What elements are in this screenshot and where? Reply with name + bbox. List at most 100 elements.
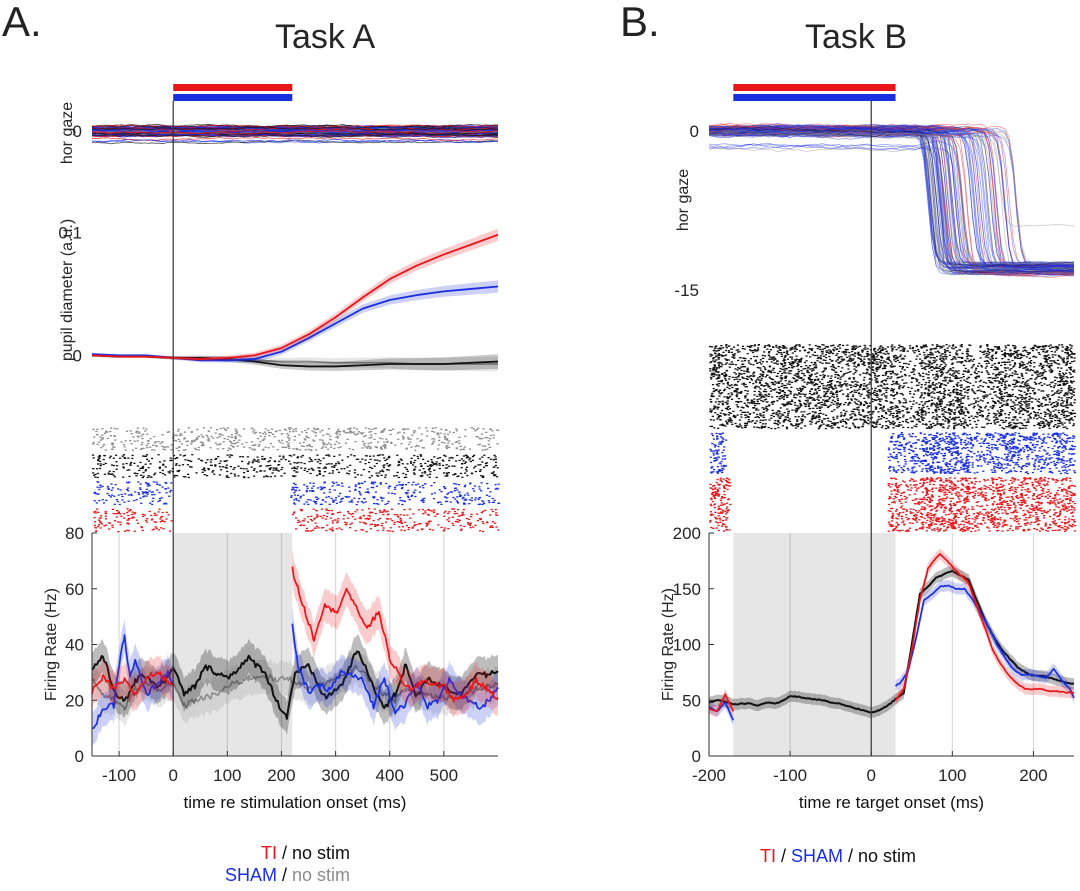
spike (915, 346, 918, 348)
spike (101, 437, 104, 439)
raster (709, 344, 1077, 533)
spike (350, 499, 353, 501)
spike (162, 448, 165, 450)
spike (777, 392, 781, 394)
spike (479, 438, 482, 440)
stim-bar-ti (173, 84, 293, 91)
spike (907, 363, 910, 365)
spike (847, 393, 850, 395)
spike (1036, 405, 1040, 407)
spike (954, 409, 957, 411)
spike (225, 476, 228, 478)
spike (305, 491, 308, 493)
spike (335, 497, 338, 499)
spike (732, 346, 736, 348)
spike (334, 432, 338, 434)
spike (901, 420, 905, 423)
spike (949, 412, 952, 414)
spike (490, 508, 493, 511)
spike (1066, 392, 1069, 395)
gaze-trace (708, 125, 1074, 278)
spike (932, 422, 935, 424)
spike (753, 345, 756, 347)
spike (882, 405, 885, 407)
spike (774, 428, 777, 430)
spike (978, 408, 981, 411)
spike (814, 412, 817, 414)
spike (919, 397, 922, 399)
spike (854, 383, 857, 385)
spike (956, 385, 959, 387)
spike (975, 375, 978, 378)
spike (368, 477, 371, 479)
spike (871, 361, 874, 363)
spike (407, 526, 410, 529)
spike (936, 375, 939, 377)
spike (921, 362, 924, 364)
spike (183, 438, 186, 440)
spike (759, 388, 762, 390)
spike (456, 519, 459, 521)
spike (824, 368, 827, 370)
spike (956, 361, 959, 363)
spike (377, 503, 380, 505)
spike (237, 475, 240, 477)
spike (234, 428, 237, 430)
spike (419, 523, 422, 525)
spike (712, 375, 715, 378)
spike (266, 476, 269, 478)
gaze-trace (708, 124, 1075, 268)
spike (373, 481, 377, 483)
spike (380, 446, 383, 448)
spike (775, 344, 778, 347)
spike (1057, 367, 1060, 369)
spike (863, 419, 866, 421)
spike (909, 347, 912, 349)
spike (127, 457, 130, 459)
gaze-trace (91, 133, 499, 138)
spike (863, 356, 866, 358)
spike (1046, 384, 1049, 386)
spike (1041, 426, 1044, 428)
spike (130, 517, 133, 519)
spike (871, 425, 874, 427)
spike (978, 405, 981, 408)
firing-band-no-stim-ti- (92, 634, 498, 736)
spike (401, 503, 404, 506)
spike (482, 428, 485, 430)
spike (445, 439, 449, 441)
spike (246, 456, 249, 458)
spike (323, 471, 327, 473)
spike (842, 358, 845, 360)
gaze-trace (708, 131, 1075, 276)
spike (299, 495, 302, 498)
spike (805, 397, 809, 399)
spike (803, 381, 806, 383)
spike (898, 344, 901, 346)
spike (805, 360, 808, 362)
spike (209, 447, 212, 449)
spike (841, 375, 844, 377)
spike (337, 428, 340, 431)
spike (179, 454, 182, 456)
spike (383, 464, 386, 466)
spike (221, 434, 224, 436)
spike (876, 375, 879, 377)
spike (109, 455, 112, 457)
gaze-trace (708, 125, 1075, 270)
spike (388, 429, 391, 431)
spike (396, 454, 399, 456)
spike (272, 433, 275, 435)
spike (725, 354, 728, 356)
spike (944, 406, 947, 408)
spike (452, 496, 455, 499)
spike (455, 441, 459, 443)
spike (411, 434, 414, 436)
spike (206, 475, 209, 477)
spike (304, 439, 307, 441)
spike (896, 418, 899, 421)
spike (905, 419, 908, 421)
spike (1013, 386, 1016, 388)
spike (849, 414, 852, 416)
spike (918, 374, 921, 376)
